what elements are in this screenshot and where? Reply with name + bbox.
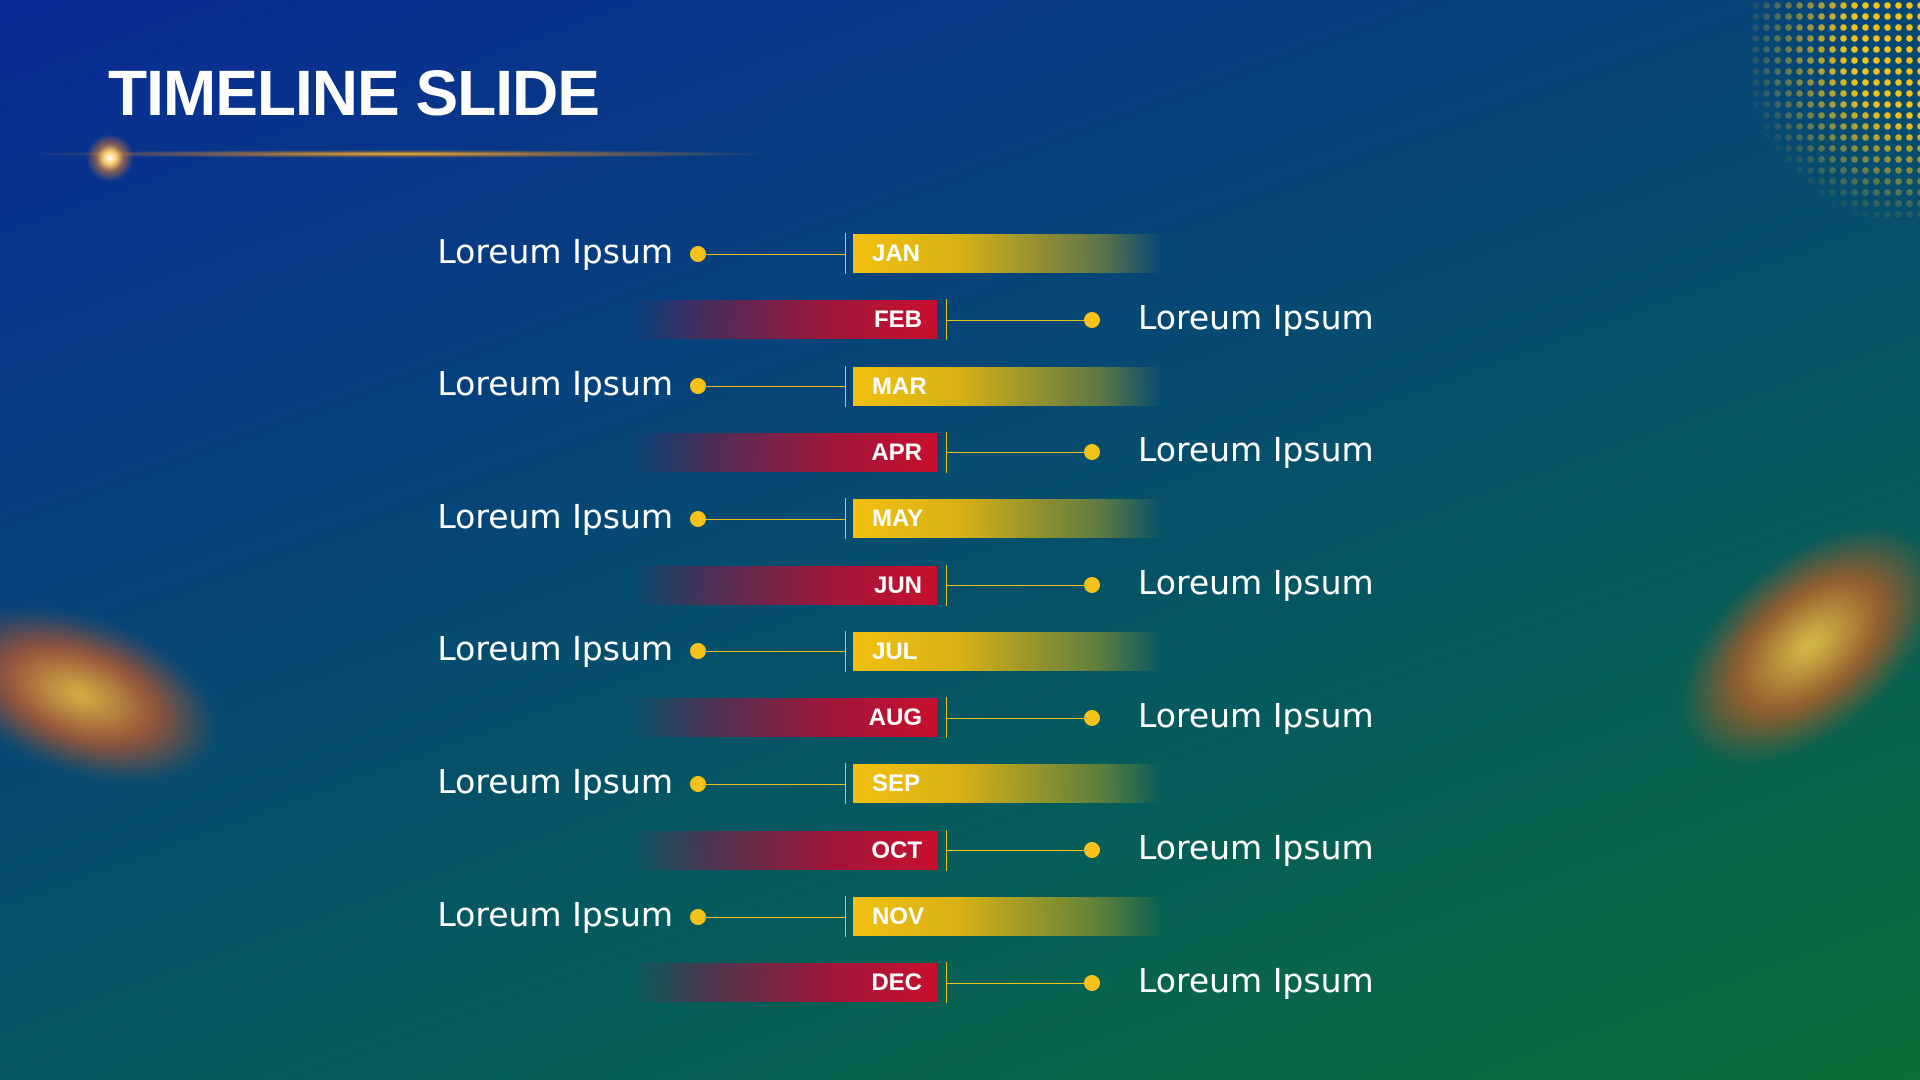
event-label: Loreum Ipsum [437, 364, 673, 404]
divider [845, 365, 846, 407]
event-label: Loreum Ipsum [1138, 297, 1374, 337]
month-bar [631, 698, 937, 738]
month-label: NOV [872, 903, 925, 930]
connector [698, 253, 845, 255]
marker-dot [690, 643, 706, 660]
event-label: Loreum Ipsum [437, 894, 673, 934]
event-label: Loreum Ipsum [1138, 960, 1374, 1000]
connector [946, 850, 1092, 852]
event-label: Loreum Ipsum [437, 231, 673, 271]
month-bar [853, 234, 1163, 273]
connector [698, 651, 845, 653]
event-label: Loreum Ipsum [1138, 563, 1374, 602]
marker-dot [1084, 311, 1100, 328]
month-bar [853, 499, 1163, 539]
connector [698, 916, 845, 918]
marker-dot [1084, 577, 1100, 593]
marker-dot [1084, 842, 1100, 859]
marker-dot [1084, 444, 1100, 461]
connector [946, 585, 1092, 586]
month-bar [853, 764, 1163, 804]
light-star [86, 134, 134, 182]
marker-dot [690, 775, 706, 792]
slide-title: TIMELINE SLIDE [108, 57, 600, 129]
marker-dot [1084, 974, 1100, 991]
divider [845, 763, 846, 805]
event-label: Loreum Ipsum [1138, 828, 1374, 868]
month-label: OCT [871, 836, 922, 864]
connector [698, 783, 845, 785]
month-bar [853, 897, 1163, 936]
marker-dot [690, 378, 706, 395]
connector [946, 452, 1092, 454]
month-bar [631, 432, 937, 472]
connector [946, 319, 1092, 321]
month-bar [631, 963, 937, 1003]
event-label: Loreum Ipsum [1138, 695, 1374, 735]
fire-decoration [1640, 483, 1920, 807]
dot-pattern [1750, 0, 1920, 220]
fire-decoration [0, 576, 238, 814]
month-label: AUG [868, 704, 922, 732]
divider [845, 498, 846, 540]
marker-dot [1084, 709, 1100, 726]
month-bar [631, 830, 937, 870]
month-bar [631, 565, 937, 605]
event-label: Loreum Ipsum [437, 761, 673, 801]
connector [946, 717, 1092, 719]
month-bar [853, 366, 1163, 406]
marker-dot [690, 245, 706, 262]
divider [845, 896, 846, 937]
marker-dot [690, 510, 706, 527]
month-label: FEB [874, 306, 922, 334]
divider [845, 630, 846, 672]
month-label: JUN [873, 571, 922, 599]
event-label: Loreum Ipsum [1138, 430, 1374, 470]
event-label: Loreum Ipsum [437, 629, 673, 669]
connector [698, 518, 845, 520]
month-bar [631, 300, 937, 340]
connector [698, 386, 845, 388]
month-label: JAN [872, 240, 921, 267]
month-label: SEP [872, 770, 921, 798]
marker-dot [690, 908, 706, 925]
month-label: APR [871, 438, 922, 466]
event-label: Loreum Ipsum [437, 496, 673, 536]
month-label: DEC [871, 969, 922, 997]
month-label: JUL [872, 637, 918, 665]
light-flare [20, 150, 780, 158]
connector [946, 982, 1092, 984]
divider [845, 233, 846, 274]
month-label: MAY [872, 505, 924, 533]
month-label: MAR [872, 372, 927, 400]
month-bar [853, 631, 1163, 671]
